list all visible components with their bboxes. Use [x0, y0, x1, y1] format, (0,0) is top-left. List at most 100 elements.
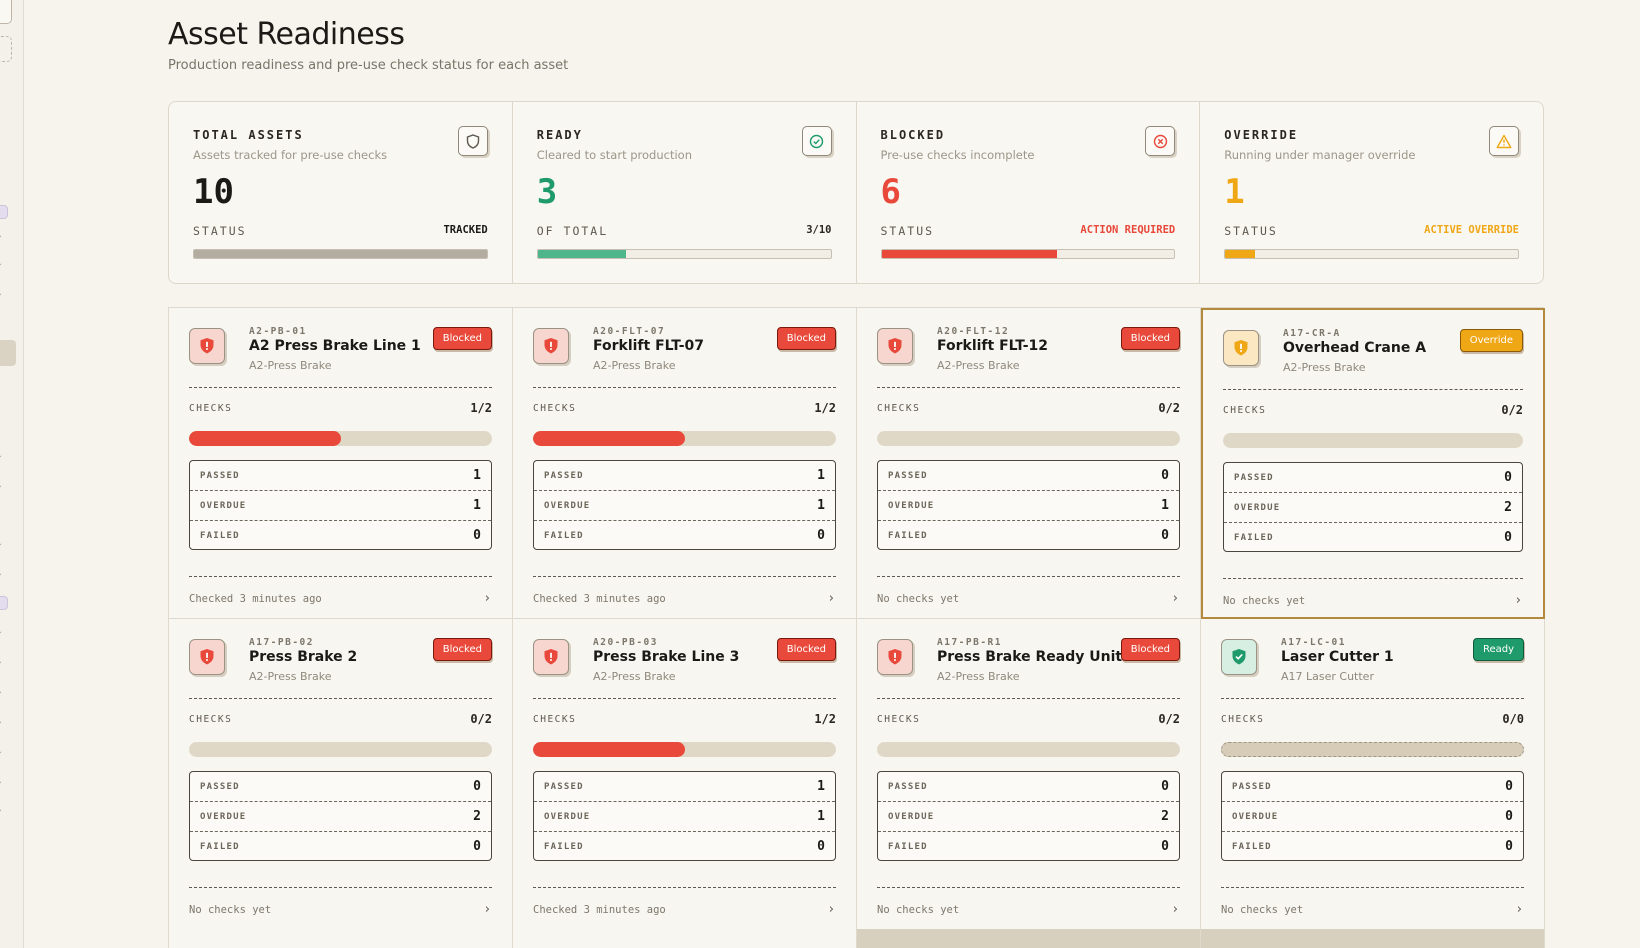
chevron-right-icon[interactable]: ›: [0, 482, 2, 492]
asset-card[interactable]: A20-FLT-12 Forklift FLT-12 A2-Press Brak…: [857, 308, 1201, 619]
chevron-right-icon[interactable]: ›: [0, 688, 2, 698]
chevron-right-icon[interactable]: ›: [0, 452, 2, 462]
shield-check-icon: [1221, 639, 1257, 675]
overdue-row: OVERDUE 2: [190, 802, 491, 832]
failed-label: FAILED: [1232, 842, 1272, 852]
overdue-label: OVERDUE: [200, 501, 247, 511]
chevron-right-icon[interactable]: ›: [0, 232, 2, 242]
checks-progress-bar: [1223, 433, 1523, 448]
asset-name: Press Brake Ready Unit: [937, 649, 1123, 665]
asset-card[interactable]: A2-PB-01 A2 Press Brake Line 1 A2-Press …: [169, 308, 513, 619]
chevron-right-icon[interactable]: ›: [0, 718, 2, 728]
overdue-count: 1: [473, 498, 481, 513]
chevron-right-icon[interactable]: ›: [1172, 591, 1178, 606]
warning-triangle-icon: [1489, 126, 1519, 156]
chevron-right-icon[interactable]: ›: [0, 806, 2, 816]
chevron-right-icon[interactable]: ›: [484, 591, 490, 606]
checks-label: CHECKS: [189, 714, 233, 725]
asset-code: A20-PB-03: [593, 637, 658, 648]
asset-card[interactable]: A17-PB-R1 Press Brake Ready Unit A2-Pres…: [857, 619, 1201, 930]
x-circle-icon: [1145, 126, 1176, 156]
asset-location: A2-Press Brake: [1283, 361, 1366, 374]
chevron-right-icon[interactable]: ›: [0, 748, 2, 758]
stat-description: Cleared to start production: [536, 148, 692, 162]
check-circle-icon: [801, 126, 832, 156]
stat-value: 6: [880, 172, 901, 212]
stat-label: BLOCKED: [880, 128, 946, 142]
passed-label: PASSED: [1232, 782, 1272, 792]
chevron-right-icon[interactable]: ›: [1516, 902, 1522, 917]
chevron-right-icon[interactable]: ›: [828, 902, 834, 917]
divider: [189, 576, 492, 577]
failed-row: FAILED 0: [190, 832, 491, 862]
status-badge: Blocked: [776, 327, 836, 350]
sidebar-item-active[interactable]: [0, 340, 16, 366]
chevron-right-icon[interactable]: ›: [0, 540, 2, 550]
chevron-right-icon[interactable]: ›: [0, 628, 2, 638]
shield-alert-icon: [533, 639, 569, 675]
chevron-right-icon[interactable]: ›: [0, 570, 2, 580]
divider: [533, 387, 836, 388]
checks-label: CHECKS: [1223, 405, 1267, 416]
asset-location: A2-Press Brake: [249, 670, 332, 683]
asset-card[interactable]: A20-FLT-07 Forklift FLT-07 A2-Press Brak…: [513, 308, 857, 619]
overdue-label: OVERDUE: [888, 812, 935, 822]
chevron-right-icon[interactable]: ›: [0, 260, 2, 270]
last-checked-text: No checks yet: [1223, 595, 1306, 607]
overdue-row: OVERDUE 2: [1224, 493, 1522, 523]
failed-count: 0: [473, 528, 481, 543]
chevron-right-icon[interactable]: ›: [1515, 593, 1521, 608]
asset-card-partial[interactable]: [857, 929, 1201, 948]
last-checked-text: No checks yet: [189, 904, 272, 916]
overdue-row: OVERDUE 1: [534, 491, 835, 521]
checks-progress-bar: [533, 742, 836, 757]
checks-progress-bar: [189, 742, 492, 757]
shield-alert-icon: [189, 328, 225, 364]
passed-count: 0: [1504, 470, 1512, 485]
stat-description: Running under manager override: [1224, 148, 1416, 162]
failed-label: FAILED: [888, 842, 928, 852]
passed-count: 1: [473, 468, 481, 483]
stat-label: READY: [536, 128, 583, 142]
chevron-right-icon[interactable]: ›: [484, 902, 490, 917]
overdue-row: OVERDUE 1: [190, 491, 491, 521]
asset-location: A2-Press Brake: [937, 670, 1020, 683]
chevron-right-icon[interactable]: ›: [0, 778, 2, 788]
asset-card[interactable]: A17-CR-A Overhead Crane A A2-Press Brake…: [1201, 308, 1545, 619]
stat-foot-label: STATUS: [1224, 224, 1278, 238]
stat-value: 1: [1224, 172, 1245, 212]
passed-row: PASSED 0: [878, 461, 1179, 491]
failed-count: 0: [817, 839, 825, 854]
chevron-right-icon[interactable]: ›: [1172, 902, 1178, 917]
asset-card[interactable]: A17-LC-01 Laser Cutter 1 A17 Laser Cutte…: [1201, 619, 1545, 930]
sidebar-toggle-button[interactable]: [0, 0, 12, 24]
sidebar-add-button[interactable]: [0, 36, 12, 62]
asset-code: A17-PB-02: [249, 637, 314, 648]
stat-label: OVERRIDE: [1224, 128, 1299, 142]
checks-count: 0/2: [470, 712, 492, 726]
stat-description: Assets tracked for pre-use checks: [193, 148, 388, 162]
asset-card-partial[interactable]: [169, 929, 513, 948]
asset-card[interactable]: A17-PB-02 Press Brake 2 A2-Press Brake B…: [169, 619, 513, 930]
passed-label: PASSED: [544, 782, 584, 792]
divider: [1221, 698, 1524, 699]
asset-card[interactable]: A20-PB-03 Press Brake Line 3 A2-Press Br…: [513, 619, 857, 930]
overdue-count: 1: [817, 498, 825, 513]
chevron-right-icon[interactable]: ›: [0, 658, 2, 668]
asset-card-partial[interactable]: [513, 929, 857, 948]
asset-card-partial[interactable]: [1201, 929, 1545, 948]
sidebar: › › › › › › › › › › › › › ›: [0, 0, 24, 948]
checks-label: CHECKS: [877, 403, 921, 414]
passed-count: 0: [473, 779, 481, 794]
chevron-right-icon[interactable]: ›: [0, 290, 2, 300]
asset-grid: A2-PB-01 A2 Press Brake Line 1 A2-Press …: [168, 307, 1545, 948]
divider: [877, 698, 1180, 699]
chevron-right-icon[interactable]: ›: [828, 591, 834, 606]
stat-progress-bar: [536, 249, 832, 259]
last-checked-text: Checked 3 minutes ago: [189, 593, 322, 605]
stat-card: READY Cleared to start production 3 OF T…: [513, 102, 857, 283]
shield-icon: [457, 126, 488, 156]
passed-label: PASSED: [888, 782, 928, 792]
passed-count: 1: [817, 468, 825, 483]
divider: [1223, 389, 1523, 390]
